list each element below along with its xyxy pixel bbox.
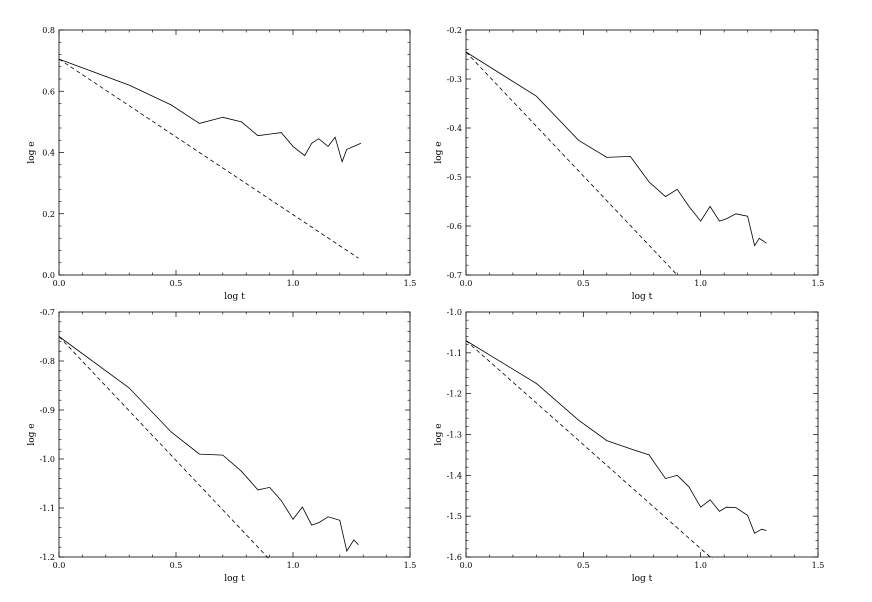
chart-panel-1: 0.0 0.5 1.0 1.5 0.0 0.2 0.4 0.6 0.8 log t log e — [27, 26, 416, 302]
y-tick-label: -1.0 — [40, 455, 55, 464]
y-tick-label: -0.8 — [40, 357, 55, 366]
y-tick-label: -0.9 — [40, 406, 55, 415]
x-axis-label: log t — [632, 292, 653, 302]
dashed-reference-line — [465, 51, 678, 276]
y-axis-label: log e — [27, 423, 37, 445]
x-tick-label: 1.5 — [404, 561, 417, 570]
y-tick-label: -0.6 — [447, 222, 462, 231]
x-tick-label: 1.0 — [694, 279, 707, 288]
plot-frame — [58, 29, 411, 276]
x-tick-label: 1.0 — [287, 279, 300, 288]
solid-data-line — [58, 58, 362, 163]
y-tick-label: -0.3 — [447, 75, 462, 84]
y-tick-label: -1.0 — [447, 308, 462, 317]
solid-data-line — [58, 336, 359, 553]
chart-panel-3: 0.0 0.5 1.0 1.5 -1.2 -1.1 -1.0 -0.9 -0.8 -0.7 log … — [27, 308, 416, 584]
x-tick-label: 0.0 — [460, 279, 473, 288]
y-tick-label: 0.4 — [42, 149, 55, 158]
y-tick-label: -1.1 — [40, 504, 55, 513]
solid-data-line — [465, 51, 767, 247]
y-tick-label: -0.7 — [40, 308, 55, 317]
y-tick-label: -1.4 — [447, 471, 462, 480]
dashed-reference-line — [58, 336, 270, 560]
y-tick-label: 0.8 — [42, 26, 55, 35]
y-tick-label: -1.1 — [447, 349, 462, 358]
y-axis-label: log e — [434, 423, 444, 445]
y-tick-label: -1.2 — [447, 390, 462, 399]
x-tick-label: 1.5 — [404, 279, 417, 288]
y-tick-label: 0.6 — [42, 87, 55, 96]
y-tick-label: -0.5 — [447, 173, 462, 182]
y-tick-label: -1.2 — [40, 553, 55, 562]
x-tick-label: 1.0 — [694, 561, 707, 570]
y-tick-label: 0.0 — [42, 271, 55, 280]
chart-panel-2: 0.0 0.5 1.0 1.5 -0.7 -0.6 -0.5 -0.4 -0.3 -0.2 log … — [434, 26, 824, 302]
x-tick-label: 0.5 — [577, 561, 590, 570]
y-tick-label: -0.4 — [447, 124, 462, 133]
solid-data-line — [465, 340, 767, 534]
x-tick-label: 0.0 — [460, 561, 473, 570]
plot-frame — [465, 311, 819, 558]
x-tick-label: 0.0 — [53, 279, 66, 288]
dashed-reference-line — [465, 340, 713, 560]
y-tick-label: -1.5 — [447, 512, 462, 521]
y-tick-label: 0.2 — [42, 210, 55, 219]
x-tick-label: 0.5 — [170, 561, 183, 570]
x-axis-label: log t — [632, 574, 653, 584]
x-tick-label: 1.0 — [287, 561, 300, 570]
x-axis-label: log t — [224, 292, 245, 302]
chart-panel-4: 0.0 0.5 1.0 1.5 -1.6 -1.5 -1.4 -1.3 -1.2 -1.1 -1.0… — [434, 308, 824, 584]
plot-frame — [58, 311, 411, 558]
x-tick-label: 0.5 — [170, 279, 183, 288]
y-tick-label: -1.3 — [447, 431, 462, 440]
x-tick-label: 0.5 — [577, 279, 590, 288]
x-axis-label: log t — [224, 574, 245, 584]
x-tick-label: 0.0 — [53, 561, 66, 570]
y-tick-label: -1.6 — [447, 553, 462, 562]
x-tick-label: 1.5 — [812, 561, 825, 570]
y-tick-label: -0.2 — [447, 26, 462, 35]
dashed-reference-line — [58, 58, 359, 259]
y-axis-label: log e — [27, 141, 37, 163]
y-tick-label: -0.7 — [447, 271, 462, 280]
plot-frame — [465, 29, 819, 276]
x-tick-label: 1.5 — [812, 279, 825, 288]
y-axis-label: log e — [434, 141, 444, 163]
